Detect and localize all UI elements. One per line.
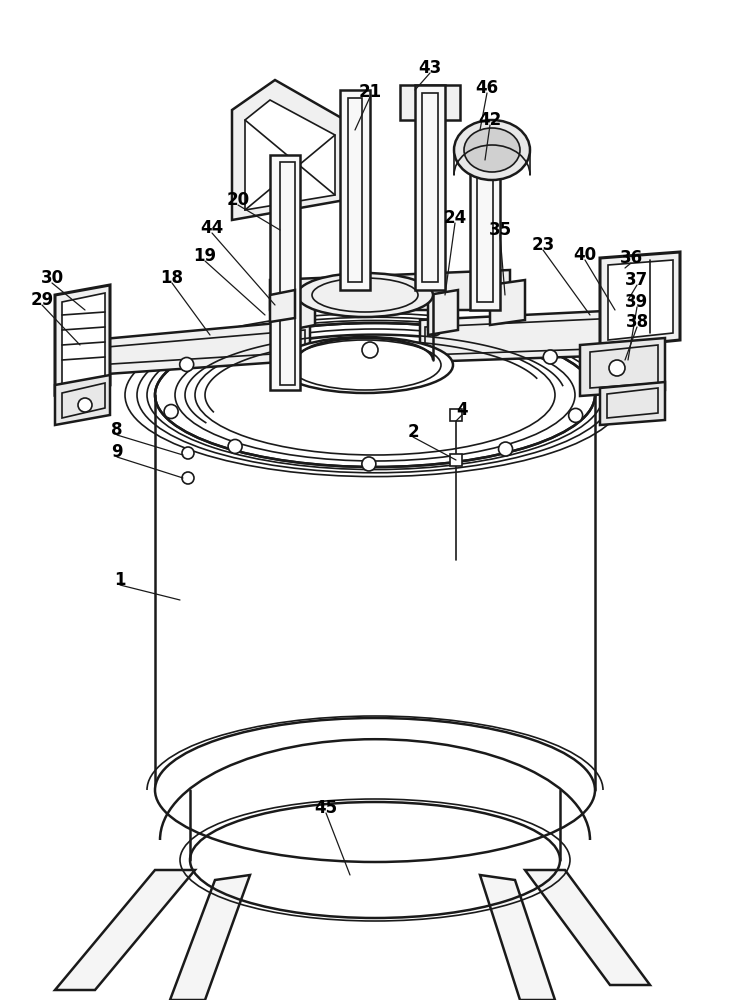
Polygon shape xyxy=(340,90,370,290)
Circle shape xyxy=(180,357,194,371)
Ellipse shape xyxy=(297,273,433,317)
Ellipse shape xyxy=(155,323,595,467)
Polygon shape xyxy=(245,100,335,210)
Text: 2: 2 xyxy=(407,423,419,441)
Bar xyxy=(450,454,462,466)
Polygon shape xyxy=(470,130,500,310)
Bar xyxy=(450,409,462,421)
Polygon shape xyxy=(290,295,315,330)
Polygon shape xyxy=(55,870,195,990)
Text: 36: 36 xyxy=(619,249,642,267)
Ellipse shape xyxy=(464,128,520,172)
Circle shape xyxy=(228,439,242,453)
Text: 43: 43 xyxy=(418,59,442,77)
Polygon shape xyxy=(580,338,665,396)
Ellipse shape xyxy=(155,718,595,862)
Circle shape xyxy=(182,472,194,484)
Text: 39: 39 xyxy=(625,293,649,311)
Text: 18: 18 xyxy=(161,269,184,287)
Polygon shape xyxy=(400,85,460,120)
Polygon shape xyxy=(608,260,673,340)
Text: 37: 37 xyxy=(625,271,649,289)
Circle shape xyxy=(362,457,376,471)
Circle shape xyxy=(284,325,297,339)
Circle shape xyxy=(499,442,513,456)
Polygon shape xyxy=(170,875,250,1000)
Text: 35: 35 xyxy=(488,221,511,239)
Polygon shape xyxy=(270,290,295,322)
Polygon shape xyxy=(420,310,625,362)
Polygon shape xyxy=(525,870,650,985)
Text: 1: 1 xyxy=(114,571,126,589)
Ellipse shape xyxy=(454,120,530,180)
Text: 38: 38 xyxy=(625,313,648,331)
Text: 20: 20 xyxy=(226,191,249,209)
Text: 29: 29 xyxy=(30,291,53,309)
Text: 42: 42 xyxy=(478,111,502,129)
Polygon shape xyxy=(600,382,665,425)
Polygon shape xyxy=(415,85,445,290)
Polygon shape xyxy=(428,290,458,335)
Polygon shape xyxy=(92,320,310,375)
Text: 30: 30 xyxy=(41,269,64,287)
Polygon shape xyxy=(490,280,525,325)
Text: 4: 4 xyxy=(456,401,468,419)
Text: 45: 45 xyxy=(314,799,337,817)
Circle shape xyxy=(568,408,582,422)
Text: 46: 46 xyxy=(475,79,499,97)
Circle shape xyxy=(182,447,194,459)
Circle shape xyxy=(78,398,92,412)
Polygon shape xyxy=(62,293,105,388)
Polygon shape xyxy=(232,80,345,220)
Text: 44: 44 xyxy=(201,219,223,237)
Polygon shape xyxy=(480,875,555,1000)
Circle shape xyxy=(543,350,557,364)
Circle shape xyxy=(609,360,625,376)
Circle shape xyxy=(164,405,178,419)
Text: 23: 23 xyxy=(531,236,554,254)
Text: 21: 21 xyxy=(358,83,382,101)
Polygon shape xyxy=(55,375,110,425)
Polygon shape xyxy=(270,270,510,310)
Polygon shape xyxy=(55,285,110,395)
Text: 19: 19 xyxy=(193,247,217,265)
Circle shape xyxy=(428,322,442,336)
Text: 24: 24 xyxy=(443,209,467,227)
Text: 9: 9 xyxy=(111,443,123,461)
Text: 8: 8 xyxy=(111,421,123,439)
Polygon shape xyxy=(600,252,680,348)
Polygon shape xyxy=(270,155,300,390)
Circle shape xyxy=(362,342,378,358)
Text: 40: 40 xyxy=(574,246,596,264)
Ellipse shape xyxy=(277,337,453,393)
